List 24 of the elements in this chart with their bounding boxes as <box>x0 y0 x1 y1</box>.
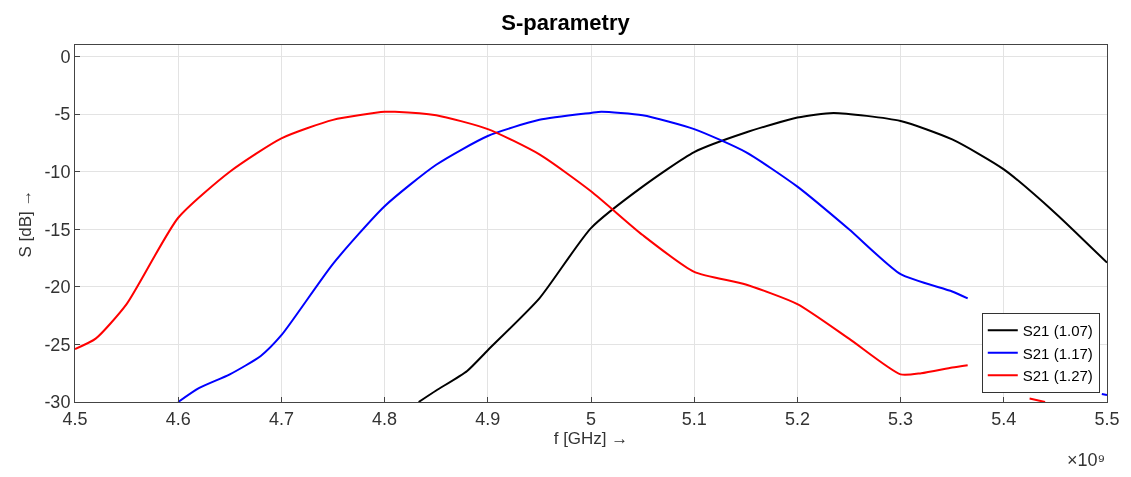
x-tick-label: 5.1 <box>681 408 707 429</box>
y-tick-label: -25 <box>44 334 71 355</box>
x-tick-label: 4.7 <box>268 408 294 429</box>
y-tick-label: -20 <box>44 277 71 298</box>
chart-title: S-parametry <box>501 9 631 35</box>
x-tick-label: 4.9 <box>475 408 501 429</box>
x-tick-label: 4.6 <box>165 408 191 429</box>
y-tick-label: -10 <box>44 161 71 182</box>
y-axis-title: S [dB] → <box>15 189 35 258</box>
legend-label: S21 (1.07) <box>1022 322 1093 340</box>
y-tick-label: 0 <box>60 46 71 67</box>
x-tick-label: 5.2 <box>784 408 810 429</box>
y-tick-label: -5 <box>54 104 71 125</box>
line-series <box>417 111 1107 402</box>
legend-label: S21 (1.17) <box>1022 344 1093 362</box>
x-axis-title: f [GHz] → <box>553 429 629 448</box>
x-tick-label: 5.4 <box>991 408 1017 429</box>
x-tick-label: 5.5 <box>1094 408 1120 429</box>
x-tick-label: 5.3 <box>888 408 914 429</box>
x-tick-label: 4.8 <box>372 408 398 429</box>
x-tick-label: 5 <box>585 408 597 429</box>
legend-label: S21 (1.27) <box>1022 367 1093 385</box>
text: ×10⁹ <box>1067 450 1106 470</box>
y-tick-label: -15 <box>44 219 71 240</box>
